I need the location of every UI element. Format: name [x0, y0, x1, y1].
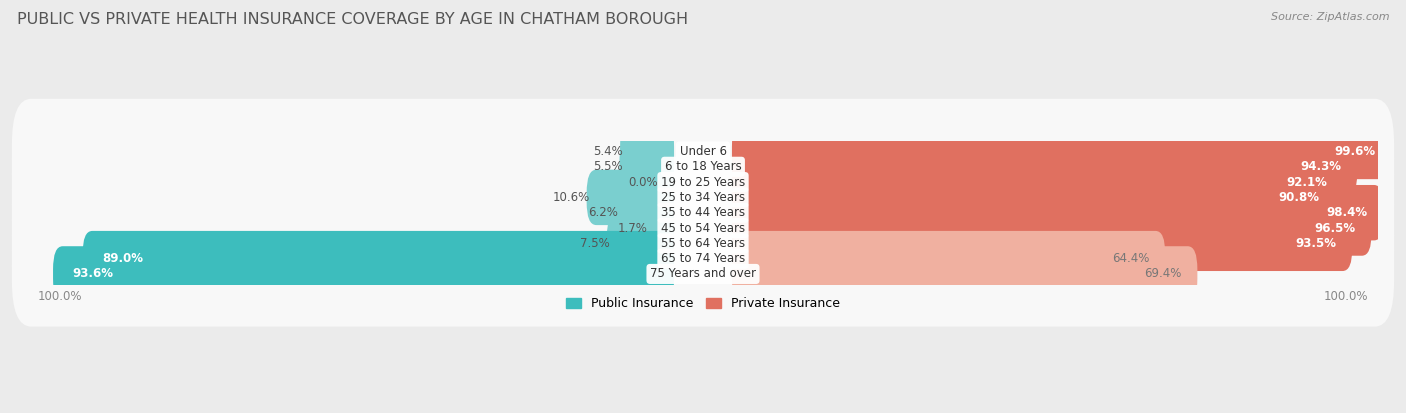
Text: Under 6: Under 6: [679, 145, 727, 158]
FancyBboxPatch shape: [733, 139, 1357, 195]
Text: 65 to 74 Years: 65 to 74 Years: [661, 252, 745, 265]
FancyBboxPatch shape: [11, 206, 1395, 311]
FancyBboxPatch shape: [733, 200, 1372, 256]
FancyBboxPatch shape: [733, 185, 1384, 240]
Text: 75 Years and over: 75 Years and over: [650, 268, 756, 280]
Text: 6.2%: 6.2%: [588, 206, 619, 219]
Text: 0.0%: 0.0%: [628, 176, 658, 189]
FancyBboxPatch shape: [11, 129, 1395, 235]
Legend: Public Insurance, Private Insurance: Public Insurance, Private Insurance: [567, 297, 839, 310]
Text: 1.7%: 1.7%: [617, 221, 647, 235]
FancyBboxPatch shape: [620, 124, 673, 179]
FancyBboxPatch shape: [733, 124, 1392, 179]
Text: 7.5%: 7.5%: [581, 237, 610, 250]
FancyBboxPatch shape: [11, 191, 1395, 296]
FancyBboxPatch shape: [11, 145, 1395, 250]
Text: 93.6%: 93.6%: [72, 268, 114, 280]
Text: 96.5%: 96.5%: [1315, 221, 1355, 235]
FancyBboxPatch shape: [11, 160, 1395, 266]
Text: Source: ZipAtlas.com: Source: ZipAtlas.com: [1271, 12, 1389, 22]
FancyBboxPatch shape: [733, 231, 1166, 286]
Text: 90.8%: 90.8%: [1278, 191, 1319, 204]
FancyBboxPatch shape: [733, 246, 1198, 301]
Text: 92.1%: 92.1%: [1286, 176, 1327, 189]
Text: 25 to 34 Years: 25 to 34 Years: [661, 191, 745, 204]
Text: 69.4%: 69.4%: [1144, 268, 1181, 280]
FancyBboxPatch shape: [83, 231, 673, 286]
Text: 45 to 54 Years: 45 to 54 Years: [661, 221, 745, 235]
FancyBboxPatch shape: [11, 176, 1395, 281]
FancyBboxPatch shape: [620, 139, 673, 195]
Text: 98.4%: 98.4%: [1327, 206, 1368, 219]
Text: 99.6%: 99.6%: [1334, 145, 1375, 158]
Text: 5.4%: 5.4%: [593, 145, 623, 158]
FancyBboxPatch shape: [11, 99, 1395, 204]
FancyBboxPatch shape: [11, 221, 1395, 327]
Text: 94.3%: 94.3%: [1301, 160, 1341, 173]
Text: 64.4%: 64.4%: [1112, 252, 1149, 265]
Text: 89.0%: 89.0%: [101, 252, 143, 265]
Text: 10.6%: 10.6%: [553, 191, 591, 204]
Text: PUBLIC VS PRIVATE HEALTH INSURANCE COVERAGE BY AGE IN CHATHAM BOROUGH: PUBLIC VS PRIVATE HEALTH INSURANCE COVER…: [17, 12, 688, 27]
FancyBboxPatch shape: [644, 200, 673, 256]
Text: 6 to 18 Years: 6 to 18 Years: [665, 160, 741, 173]
Text: 19 to 25 Years: 19 to 25 Years: [661, 176, 745, 189]
Text: 55 to 64 Years: 55 to 64 Years: [661, 237, 745, 250]
FancyBboxPatch shape: [586, 170, 673, 225]
Text: 35 to 44 Years: 35 to 44 Years: [661, 206, 745, 219]
FancyBboxPatch shape: [733, 170, 1334, 225]
FancyBboxPatch shape: [606, 216, 673, 271]
FancyBboxPatch shape: [614, 185, 673, 240]
FancyBboxPatch shape: [733, 216, 1353, 271]
Text: 93.5%: 93.5%: [1295, 237, 1336, 250]
FancyBboxPatch shape: [11, 114, 1395, 219]
Text: 5.5%: 5.5%: [593, 160, 623, 173]
FancyBboxPatch shape: [733, 154, 1343, 210]
FancyBboxPatch shape: [53, 246, 673, 301]
